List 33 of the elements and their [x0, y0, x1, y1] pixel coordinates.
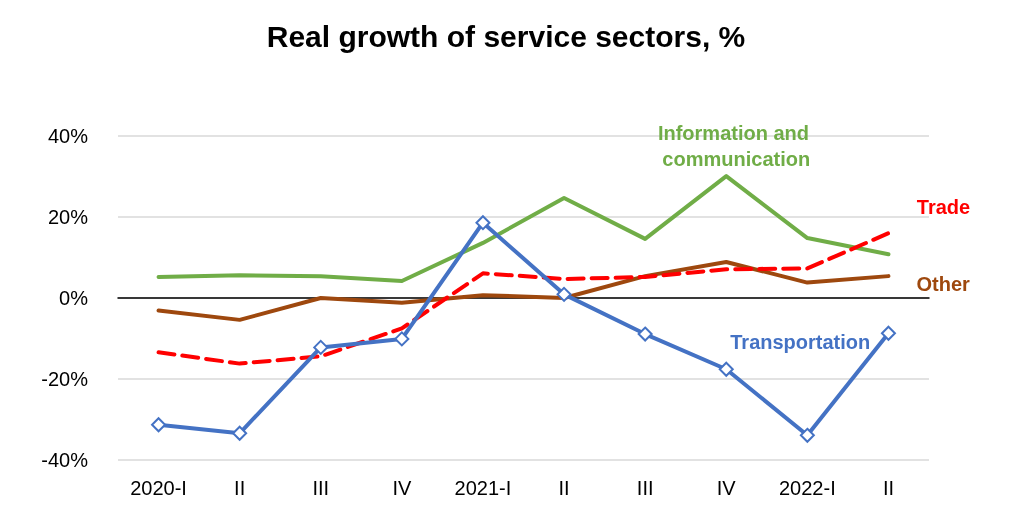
point [232, 425, 248, 441]
point [718, 361, 734, 377]
x-tick-label: III [312, 477, 330, 499]
x-tick-label: II [234, 477, 246, 499]
point [556, 286, 572, 302]
y-tick-label: 40% [47, 125, 89, 147]
series-label: Information and communication [657, 122, 815, 171]
line-series [156, 259, 891, 322]
chart-title: Real growth of service sectors, % [266, 19, 746, 53]
x-tick-label: 2022-I [778, 477, 836, 499]
point [880, 325, 896, 341]
point [475, 215, 491, 231]
y-tick-label: 20% [47, 206, 89, 228]
y-tick-label: -20% [41, 368, 89, 390]
point [313, 339, 329, 355]
y-tick-label: 0% [59, 287, 89, 309]
y-tick-label: -40% [41, 449, 89, 471]
x-tick-label: 2020-I [130, 477, 187, 499]
point [394, 331, 410, 347]
point [637, 326, 653, 342]
series-label: Transportation [730, 331, 871, 354]
series-label: Other [916, 273, 971, 296]
x-tick-label: II [882, 477, 895, 499]
x-tick-label: 2021-I [454, 477, 512, 499]
x-tick-label: IV [716, 477, 737, 499]
line-series [156, 174, 891, 283]
x-tick-label: II [558, 477, 570, 499]
x-tick-label: IV [392, 477, 412, 499]
x-tick-label: III [636, 477, 654, 499]
point [151, 417, 167, 433]
series-label: Trade [916, 196, 971, 219]
line-series [156, 231, 891, 366]
point [799, 427, 815, 443]
